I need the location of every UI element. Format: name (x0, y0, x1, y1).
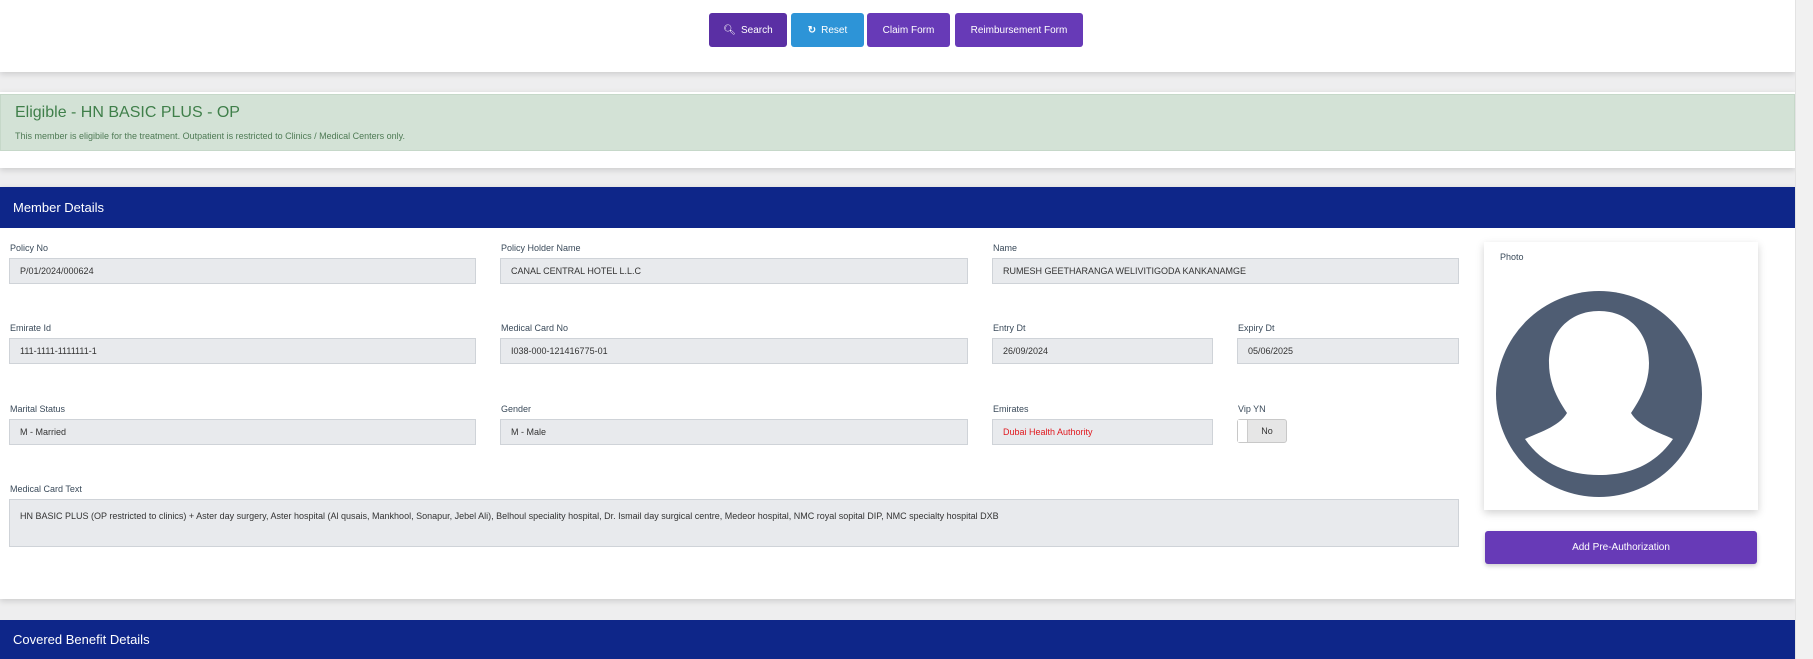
covered-benefit-header: Covered Benefit Details (0, 620, 1795, 659)
scrollbar[interactable] (1795, 0, 1813, 659)
emirates-label: Emirates (993, 404, 1029, 414)
refresh-icon: ↻ (807, 24, 817, 36)
emirate-id-field[interactable]: 111-1111-1111111-1 (9, 338, 476, 364)
medical-card-no-field[interactable]: I038-000-121416775-01 (500, 338, 968, 364)
reset-button[interactable]: ↻ Reset (791, 13, 864, 47)
gender-label: Gender (501, 404, 532, 414)
policy-holder-field[interactable]: CANAL CENTRAL HOTEL L.L.C (500, 258, 968, 284)
search-button[interactable]: 🔍︎ Search (709, 13, 787, 47)
policy-no-label: Policy No (10, 243, 49, 253)
gender-field[interactable]: M - Male (500, 419, 968, 445)
policy-no-field[interactable]: P/01/2024/000624 (9, 258, 476, 284)
expiry-dt-field[interactable]: 05/06/2025 (1237, 338, 1459, 364)
entry-dt-field[interactable]: 26/09/2024 (992, 338, 1213, 364)
name-field[interactable]: RUMESH GEETHARANGA WELIVITIGODA KANKANAM… (992, 258, 1459, 284)
search-icon: 🔍︎ (723, 24, 736, 36)
medical-card-no-label: Medical Card No (501, 323, 569, 333)
emirates-field[interactable]: Dubai Health Authority (992, 419, 1213, 445)
toggle-handle (1238, 420, 1248, 442)
search-label: Search (741, 24, 773, 36)
marital-status-label: Marital Status (10, 404, 66, 414)
avatar-placeholder-icon (1496, 291, 1702, 497)
claim-form-button[interactable]: Claim Form (867, 13, 950, 47)
photo-label: Photo (1500, 252, 1524, 262)
vip-label: Vip YN (1238, 404, 1266, 414)
eligibility-alert: Eligible - HN BASIC PLUS - OP This membe… (0, 94, 1795, 151)
marital-status-field[interactable]: M - Married (9, 419, 476, 445)
medical-card-text-area[interactable]: HN BASIC PLUS (OP restricted to clinics)… (9, 499, 1459, 547)
policy-holder-label: Policy Holder Name (501, 243, 581, 253)
entry-dt-label: Entry Dt (993, 323, 1026, 333)
photo-card: Photo (1484, 242, 1758, 510)
name-label: Name (993, 243, 1018, 253)
vip-value: No (1261, 426, 1273, 436)
medical-card-text-label: Medical Card Text (10, 484, 82, 494)
reset-label: Reset (821, 24, 848, 36)
reimbursement-form-button[interactable]: Reimbursement Form (955, 13, 1083, 47)
expiry-dt-label: Expiry Dt (1238, 323, 1275, 333)
add-pre-authorization-button[interactable]: Add Pre-Authorization (1485, 531, 1757, 564)
alert-title: Eligible - HN BASIC PLUS - OP (15, 104, 240, 121)
member-details-header: Member Details (0, 187, 1795, 228)
emirate-id-label: Emirate Id (10, 323, 52, 333)
vip-toggle[interactable]: No (1237, 419, 1287, 443)
alert-message: This member is eligibile for the treatme… (15, 131, 405, 141)
